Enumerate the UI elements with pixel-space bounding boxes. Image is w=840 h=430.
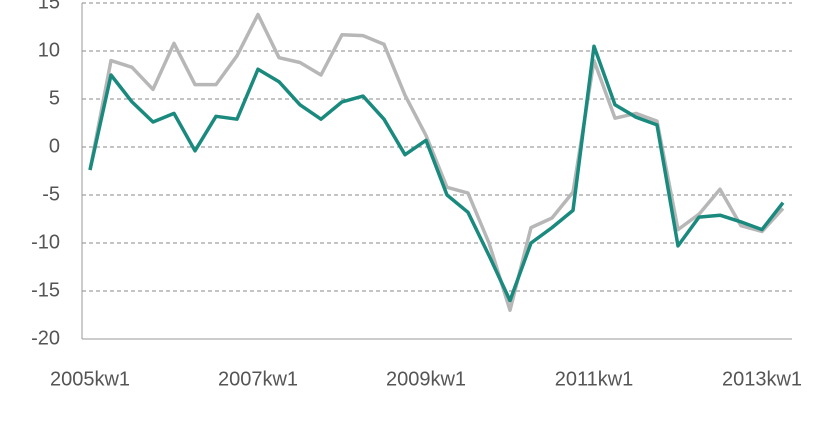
y-tick-label: 0 <box>49 135 60 157</box>
x-tick-label: 2013kw1 <box>722 368 802 390</box>
series-line <box>88 12 785 312</box>
x-tick-label: 2005kw1 <box>50 368 130 390</box>
y-tick-label: -5 <box>42 183 60 205</box>
x-tick-label: 2009kw1 <box>386 368 466 390</box>
y-tick-label: -15 <box>31 279 60 301</box>
y-tick-label: -10 <box>31 231 60 253</box>
y-tick-label: 5 <box>49 87 60 109</box>
series-line <box>88 44 785 303</box>
x-tick-label: 2011kw1 <box>555 368 634 390</box>
x-tick-label: 2007kw1 <box>218 368 298 390</box>
y-tick-label: -20 <box>31 327 60 349</box>
y-tick-label: 10 <box>38 39 60 61</box>
y-tick-label: 15 <box>38 0 60 13</box>
